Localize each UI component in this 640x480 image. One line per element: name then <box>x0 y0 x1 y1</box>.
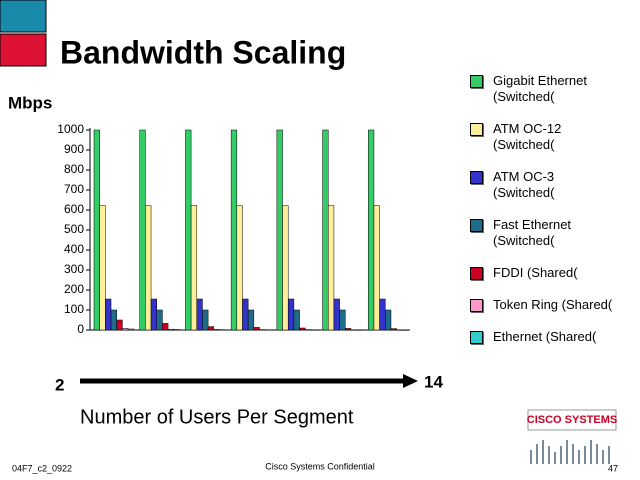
bar <box>173 329 180 331</box>
legend: Gigabit Ethernet (Switched( ATM OC-12 (Sw… <box>470 73 620 361</box>
bar <box>339 309 346 331</box>
bar <box>162 323 169 331</box>
legend-item: FDDI (Shared( <box>470 265 620 281</box>
bar <box>196 298 203 331</box>
arrow-head <box>403 374 418 388</box>
legend-item: ATM OC-3 (Switched( <box>470 169 620 201</box>
bar <box>345 328 352 331</box>
decor-square <box>0 33 47 67</box>
y-tick-label: 500 <box>64 222 84 236</box>
bar <box>139 129 146 331</box>
legend-item: Fast Ethernet (Switched( <box>470 217 620 249</box>
y-axis-title: Mbps <box>8 93 52 112</box>
bar <box>99 205 106 331</box>
footer-confidential: Cisco Systems Confidential <box>265 461 375 471</box>
bar <box>110 309 117 331</box>
x-axis-title: Number of Users Per Segment <box>80 406 354 428</box>
y-tick-label: 900 <box>64 142 84 156</box>
legend-swatch <box>470 75 483 88</box>
bar <box>350 329 357 331</box>
legend-item: ATM OC-12 (Switched( <box>470 121 620 153</box>
bar <box>105 298 112 331</box>
bar <box>368 129 375 331</box>
legend-label: Token Ring (Shared( <box>493 297 613 312</box>
y-tick-label: 300 <box>64 262 84 276</box>
bar <box>356 329 363 331</box>
bar <box>219 329 226 331</box>
footer-code: 04F7_c2_0922 <box>12 463 72 473</box>
bar <box>93 129 100 331</box>
bar <box>402 329 409 331</box>
bar <box>304 329 312 331</box>
bar <box>145 205 152 331</box>
x-end: 14 <box>424 372 443 391</box>
bar <box>287 298 295 331</box>
bar <box>276 129 283 331</box>
bar <box>253 327 260 331</box>
bar <box>379 298 386 331</box>
bar <box>116 319 123 331</box>
legend-label: FDDI (Shared( <box>493 265 578 280</box>
bar <box>156 309 163 331</box>
bar <box>282 205 289 331</box>
logo: CISCO SYSTEMS <box>527 414 617 426</box>
y-tick-label: 0 <box>77 322 84 336</box>
bar <box>373 205 380 331</box>
y-tick-label: 1000 <box>57 122 84 136</box>
bar <box>396 329 403 331</box>
bar <box>293 309 300 331</box>
legend-swatch <box>470 219 483 232</box>
legend-swatch <box>470 267 483 280</box>
logo-box <box>527 409 617 431</box>
bar <box>190 205 198 331</box>
y-tick-label: 100 <box>64 302 84 316</box>
bar <box>167 328 175 331</box>
page-number: 47 <box>608 463 618 473</box>
legend-swatch <box>470 123 483 136</box>
bar <box>390 328 397 331</box>
bar <box>230 129 238 331</box>
legend-label: ATM OC-3 (Switched( <box>493 169 555 200</box>
decor-square <box>0 0 47 33</box>
legend-swatch <box>470 299 483 312</box>
legend-swatch <box>470 331 483 344</box>
logo-bars <box>530 440 610 464</box>
bar <box>242 298 249 331</box>
bar <box>259 329 266 331</box>
bar <box>385 309 392 331</box>
bar <box>122 328 129 331</box>
y-tick-label: 600 <box>64 202 84 216</box>
legend-item: Gigabit Ethernet (Switched( <box>470 73 620 105</box>
bar <box>299 327 306 331</box>
bar <box>207 326 215 331</box>
bar <box>150 298 157 331</box>
chart-title: Bandwidth Scaling <box>60 34 346 70</box>
y-tick-label: 800 <box>64 162 84 176</box>
bar <box>185 129 192 331</box>
legend-item: Token Ring (Shared( <box>470 297 620 313</box>
bar <box>202 309 209 331</box>
legend-label: ATM OC-12 (Switched( <box>493 121 562 152</box>
y-tick-label: 700 <box>64 182 84 196</box>
bar <box>333 298 340 331</box>
bar <box>236 205 243 331</box>
legend-item: Ethernet (Shared( <box>470 329 620 345</box>
legend-label: Gigabit Ethernet (Switched( <box>493 73 587 104</box>
bar <box>310 329 317 331</box>
legend-swatch <box>470 171 483 184</box>
legend-label: Fast Ethernet (Switched( <box>493 217 572 248</box>
x-start: 2 <box>55 375 64 394</box>
y-tick-label: 400 <box>64 242 84 256</box>
bar <box>127 328 134 331</box>
bar <box>213 329 220 331</box>
y-tick-label: 200 <box>64 282 84 296</box>
bar <box>327 205 335 331</box>
bar <box>247 309 255 331</box>
legend-label: Ethernet (Shared( <box>493 329 597 344</box>
bar <box>322 129 329 331</box>
bar <box>264 329 272 331</box>
